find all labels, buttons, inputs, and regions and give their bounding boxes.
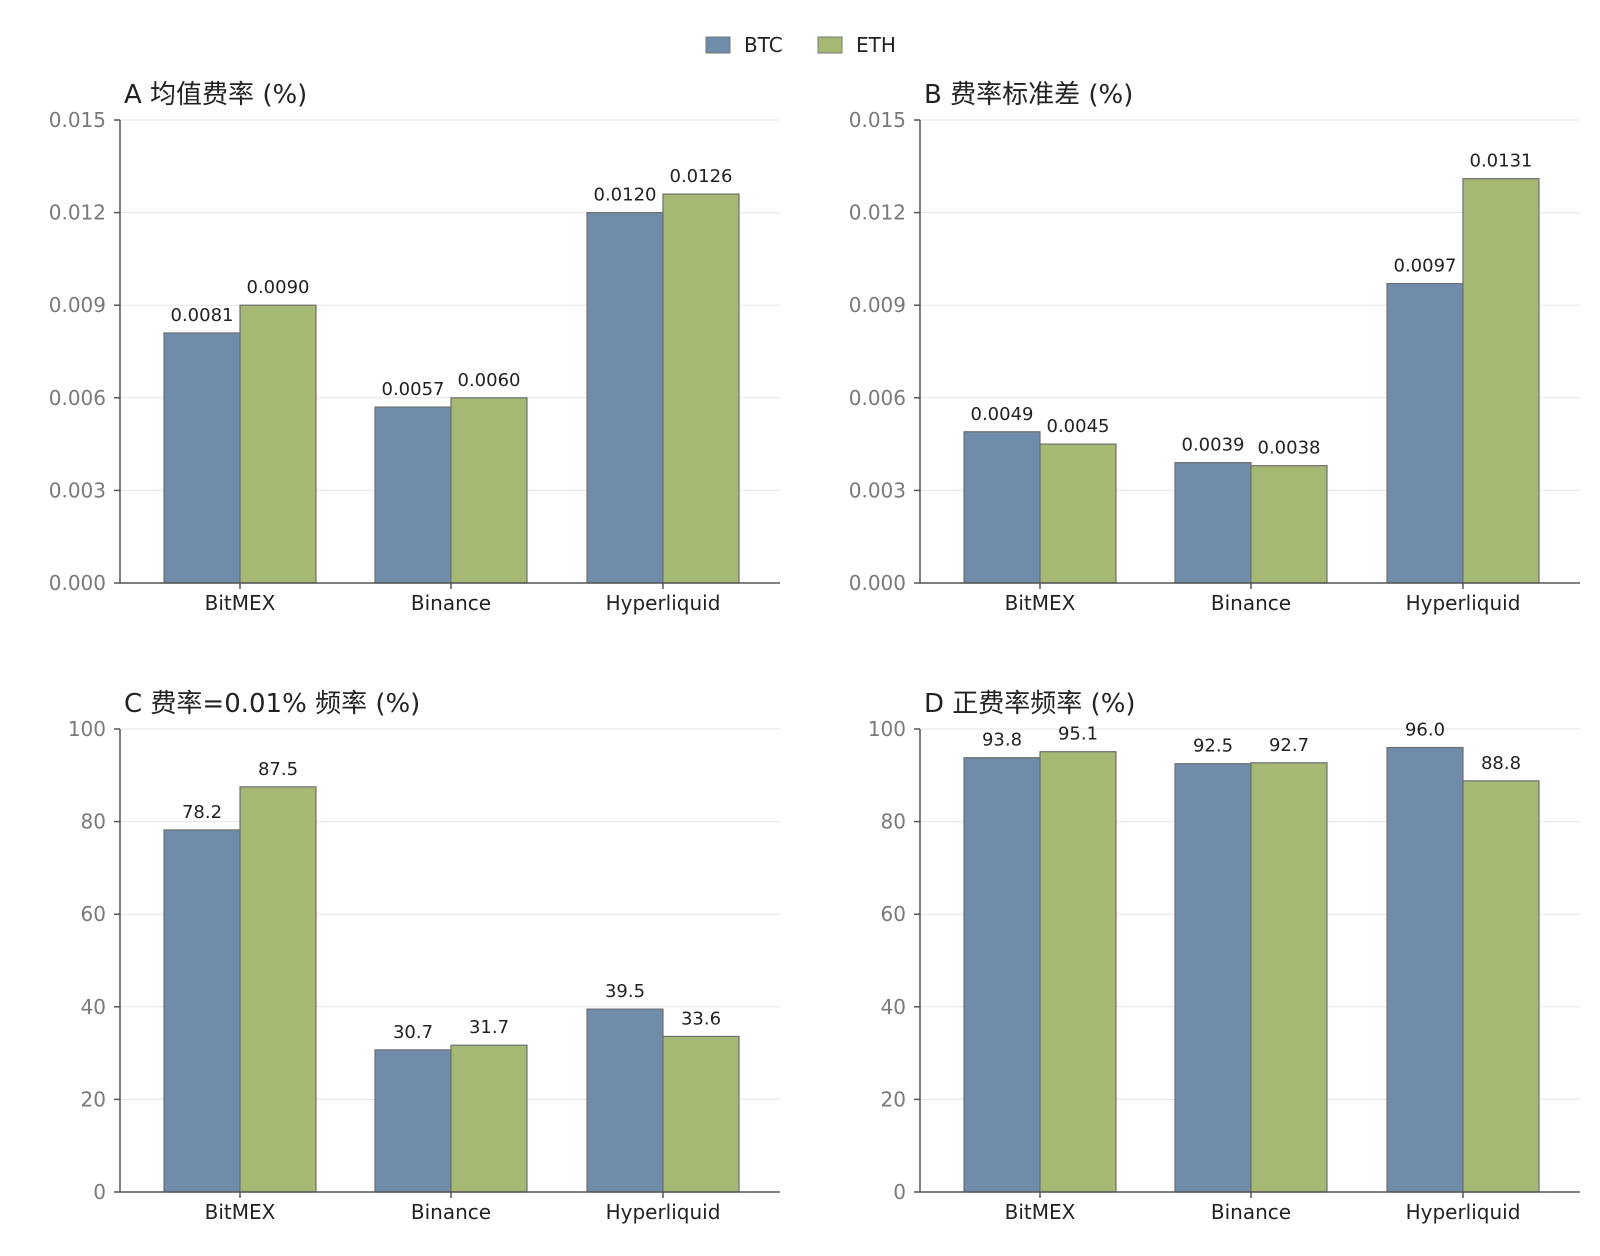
x-tick-label: BitMEX xyxy=(205,1200,276,1224)
bar-eth-bitmex xyxy=(239,786,317,1193)
panels: A 均值费率 (%) 0.000 0.003 0.006 0.009 0.012 0.015… xyxy=(49,80,1580,1224)
data-label: 39.5 xyxy=(605,981,645,1002)
legend-swatch-eth xyxy=(817,36,843,54)
bar-eth-binance xyxy=(1250,465,1328,584)
x-tick-label: Hyperliquid xyxy=(1406,591,1521,615)
data-label: 0.0126 xyxy=(670,166,733,187)
y-tick-label: 80 xyxy=(881,810,906,834)
bar-btc-binance xyxy=(374,1049,452,1193)
x-tick-label: Binance xyxy=(1211,591,1291,615)
bar-btc-hyperliquid xyxy=(1386,282,1464,584)
data-label: 92.7 xyxy=(1269,735,1309,756)
data-label: 33.6 xyxy=(681,1008,721,1029)
data-label: 0.0081 xyxy=(171,305,234,326)
data-label: 0.0131 xyxy=(1470,151,1533,172)
bar-btc-hyperliquid xyxy=(586,212,664,584)
bar-eth-hyperliquid xyxy=(662,193,740,584)
y-tick-label: 40 xyxy=(881,995,906,1019)
y-tick-label: 100 xyxy=(68,717,106,741)
x-tick-label: Hyperliquid xyxy=(1406,1200,1521,1224)
data-label: 93.8 xyxy=(982,730,1022,751)
data-label: 0.0097 xyxy=(1394,256,1457,277)
data-label: 95.1 xyxy=(1058,724,1098,745)
data-label: 31.7 xyxy=(469,1017,509,1038)
panel-a: A 均值费率 (%) 0.000 0.003 0.006 0.009 0.012 0.015… xyxy=(49,80,780,615)
bar-eth-hyperliquid xyxy=(662,1035,740,1193)
y-tick-label: 0.015 xyxy=(849,108,906,132)
y-tick-label: 0.000 xyxy=(849,571,906,595)
panel-c: C 费率=0.01% 频率 (%) 0 20 40 60 80 100 78.2 87.5 Bit… xyxy=(68,689,780,1224)
y-tick-label: 0.003 xyxy=(849,478,906,502)
data-label: 0.0090 xyxy=(247,277,310,298)
y-tick-label: 0.003 xyxy=(49,478,106,502)
bar-eth-binance xyxy=(450,397,528,584)
bar-btc-binance xyxy=(374,406,452,584)
legend-label-eth: ETH xyxy=(856,33,896,57)
data-label: 0.0057 xyxy=(382,379,445,400)
bar-eth-binance xyxy=(450,1044,528,1193)
x-tick-label: Binance xyxy=(1211,1200,1291,1224)
y-tick-label: 100 xyxy=(868,717,906,741)
x-tick-label: Binance xyxy=(411,591,491,615)
legend-swatch-btc xyxy=(705,36,731,54)
data-label: 87.5 xyxy=(258,759,298,780)
data-label: 88.8 xyxy=(1481,753,1521,774)
bar-btc-bitmex xyxy=(963,757,1041,1193)
y-tick-label: 0.012 xyxy=(849,201,906,225)
bar-btc-binance xyxy=(1174,462,1252,584)
bar-btc-hyperliquid xyxy=(1386,746,1464,1193)
data-label: 0.0060 xyxy=(458,370,521,391)
legend-label-btc: BTC xyxy=(744,33,783,57)
bar-eth-bitmex xyxy=(1039,751,1117,1193)
y-tick-label: 0.006 xyxy=(49,386,106,410)
y-tick-label: 0 xyxy=(893,1180,906,1204)
bar-btc-hyperliquid xyxy=(586,1008,664,1193)
bar-btc-bitmex xyxy=(963,431,1041,584)
bar-btc-binance xyxy=(1174,763,1252,1193)
data-label: 0.0120 xyxy=(594,185,657,206)
y-tick-label: 80 xyxy=(81,810,106,834)
data-label: 92.5 xyxy=(1193,736,1233,757)
x-tick-label: Binance xyxy=(411,1200,491,1224)
bar-eth-bitmex xyxy=(239,304,317,584)
y-tick-label: 20 xyxy=(881,1087,906,1111)
y-tick-label: 0.012 xyxy=(49,201,106,225)
y-tick-label: 60 xyxy=(881,902,906,926)
y-tick-label: 0.006 xyxy=(849,386,906,410)
bar-eth-bitmex xyxy=(1039,443,1117,584)
data-label: 0.0038 xyxy=(1258,438,1321,459)
data-label: 78.2 xyxy=(182,802,222,823)
y-tick-label: 60 xyxy=(81,902,106,926)
y-tick-label: 0.009 xyxy=(49,293,106,317)
bar-eth-hyperliquid xyxy=(1462,780,1540,1193)
panel-title: B 费率标准差 (%) xyxy=(924,80,1133,110)
data-label: 0.0045 xyxy=(1047,416,1110,437)
x-tick-label: BitMEX xyxy=(205,591,276,615)
data-label: 96.0 xyxy=(1405,720,1445,741)
y-tick-label: 20 xyxy=(81,1087,106,1111)
x-tick-label: BitMEX xyxy=(1005,1200,1076,1224)
x-tick-label: Hyperliquid xyxy=(606,591,721,615)
bar-eth-binance xyxy=(1250,762,1328,1193)
bar-btc-bitmex xyxy=(163,332,241,584)
x-tick-label: Hyperliquid xyxy=(606,1200,721,1224)
y-tick-label: 0 xyxy=(93,1180,106,1204)
panel-title: D 正费率频率 (%) xyxy=(924,689,1136,719)
data-label: 0.0039 xyxy=(1182,435,1245,456)
bar-eth-hyperliquid xyxy=(1462,178,1540,584)
panel-b: B 费率标准差 (%) 0.000 0.003 0.006 0.009 0.012 0.01… xyxy=(849,80,1580,615)
y-tick-label: 0.015 xyxy=(49,108,106,132)
data-label: 30.7 xyxy=(393,1022,433,1043)
panel-title: C 费率=0.01% 频率 (%) xyxy=(124,689,420,719)
bar-btc-bitmex xyxy=(163,829,241,1193)
y-tick-label: 0.009 xyxy=(849,293,906,317)
panel-title: A 均值费率 (%) xyxy=(124,80,307,110)
y-tick-label: 40 xyxy=(81,995,106,1019)
x-tick-label: BitMEX xyxy=(1005,591,1076,615)
y-tick-label: 0.000 xyxy=(49,571,106,595)
data-label: 0.0049 xyxy=(971,404,1034,425)
panel-d: D 正费率频率 (%) 0 20 40 60 80 100 93.8 95.1 BitMEX 92.… xyxy=(868,689,1580,1224)
legend: BTC ETH xyxy=(705,33,896,57)
